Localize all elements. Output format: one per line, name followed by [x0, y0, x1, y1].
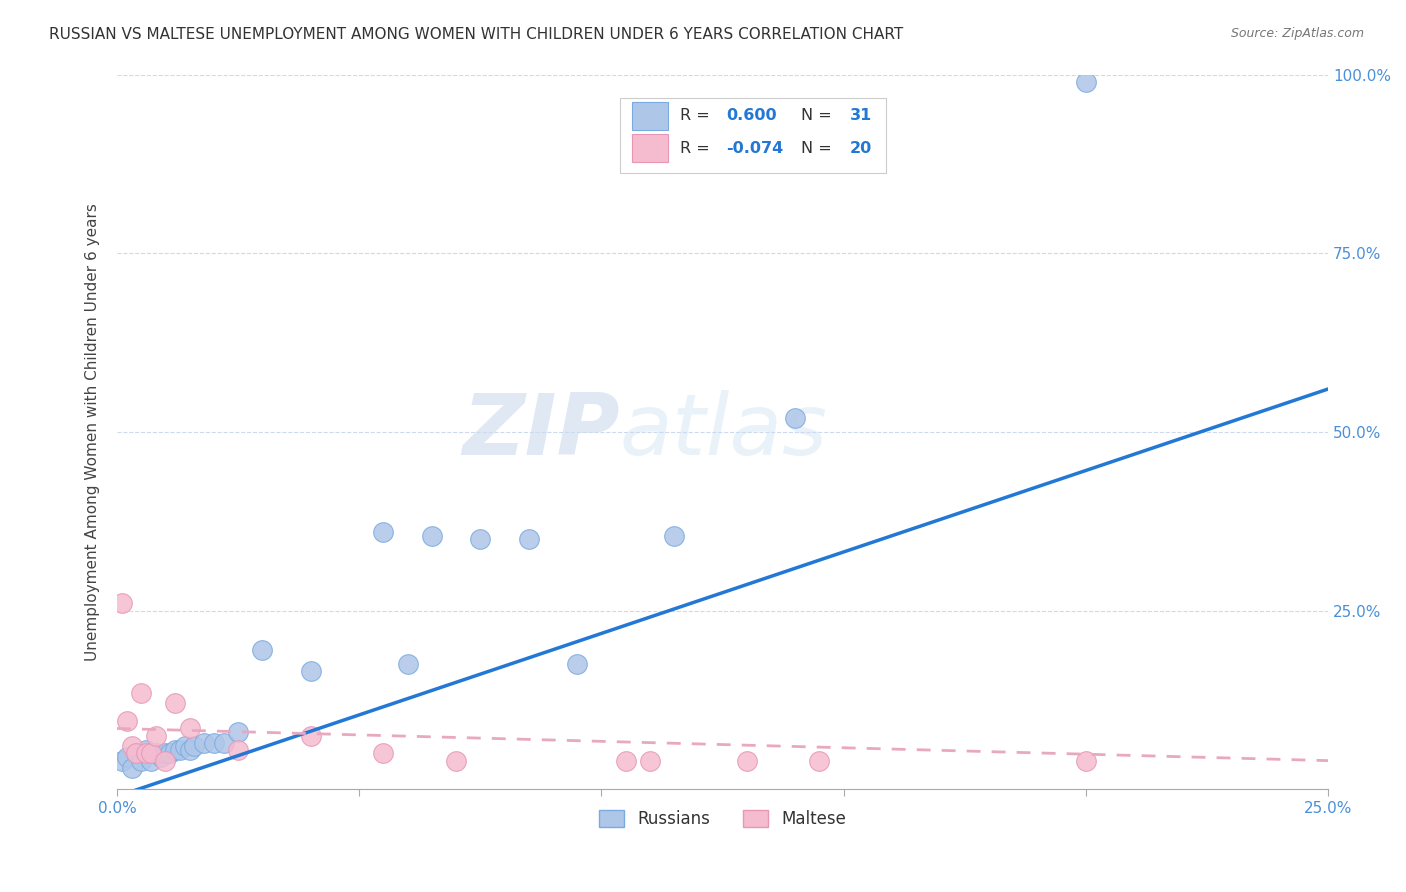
Text: -0.074: -0.074: [725, 141, 783, 155]
Point: [159, 747, 181, 761]
Point: [155, 754, 177, 768]
Text: ZIP: ZIP: [463, 391, 620, 474]
Text: 0.600: 0.600: [725, 109, 776, 123]
Point: [121, 739, 143, 754]
Point: [129, 686, 152, 700]
Point: [299, 729, 322, 743]
Point: [115, 714, 138, 729]
Point: [125, 747, 148, 761]
Point: [614, 754, 637, 768]
Point: [226, 725, 249, 739]
Point: [129, 754, 152, 768]
Point: [145, 729, 167, 743]
Point: [173, 739, 195, 754]
Point: [121, 761, 143, 775]
Point: [125, 747, 148, 761]
Text: R =: R =: [681, 109, 716, 123]
Point: [115, 750, 138, 764]
Point: [145, 747, 167, 761]
Text: N =: N =: [801, 109, 837, 123]
Point: [470, 532, 492, 546]
Point: [226, 743, 249, 757]
Point: [252, 643, 274, 657]
Point: [373, 524, 395, 539]
Point: [212, 736, 235, 750]
Point: [1074, 754, 1097, 768]
Text: N =: N =: [801, 141, 837, 155]
Y-axis label: Unemployment Among Women with Children Under 6 years: Unemployment Among Women with Children U…: [86, 203, 100, 661]
Point: [169, 743, 191, 757]
Point: [1074, 75, 1097, 89]
Point: [373, 747, 395, 761]
Point: [567, 657, 589, 672]
Point: [735, 754, 758, 768]
Point: [662, 528, 685, 542]
Point: [155, 747, 177, 761]
Text: 20: 20: [849, 141, 872, 155]
FancyBboxPatch shape: [631, 134, 668, 162]
Text: RUSSIAN VS MALTESE UNEMPLOYMENT AMONG WOMEN WITH CHILDREN UNDER 6 YEARS CORRELAT: RUSSIAN VS MALTESE UNEMPLOYMENT AMONG WO…: [49, 27, 904, 42]
Point: [139, 754, 162, 768]
Point: [179, 722, 201, 736]
Point: [299, 665, 322, 679]
Point: [111, 596, 134, 610]
Point: [638, 754, 661, 768]
Legend: Russians, Maltese: Russians, Maltese: [592, 803, 853, 835]
Point: [808, 754, 831, 768]
Point: [785, 410, 807, 425]
FancyBboxPatch shape: [631, 102, 668, 130]
Point: [165, 697, 187, 711]
Point: [135, 743, 157, 757]
FancyBboxPatch shape: [620, 98, 886, 173]
Point: [444, 754, 467, 768]
Point: [396, 657, 419, 672]
Point: [420, 528, 443, 542]
Point: [165, 743, 187, 757]
Text: Source: ZipAtlas.com: Source: ZipAtlas.com: [1230, 27, 1364, 40]
Point: [149, 750, 172, 764]
Text: 31: 31: [849, 109, 872, 123]
Text: R =: R =: [681, 141, 716, 155]
Point: [135, 747, 157, 761]
Point: [193, 736, 215, 750]
Text: atlas: atlas: [620, 391, 828, 474]
Point: [179, 743, 201, 757]
Point: [111, 754, 134, 768]
Point: [139, 747, 162, 761]
Point: [202, 736, 225, 750]
Point: [183, 739, 205, 754]
Point: [517, 532, 540, 546]
